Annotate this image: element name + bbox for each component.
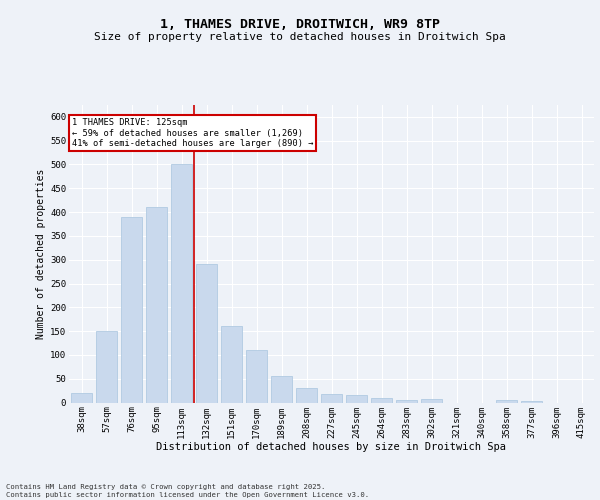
Bar	[121, 217, 142, 402]
Bar	[71, 393, 92, 402]
Bar	[221, 326, 242, 402]
Y-axis label: Number of detached properties: Number of detached properties	[36, 168, 46, 339]
Bar	[196, 264, 217, 402]
Bar	[521, 401, 542, 402]
Bar	[96, 331, 117, 402]
Text: Size of property relative to detached houses in Droitwich Spa: Size of property relative to detached ho…	[94, 32, 506, 42]
Bar	[271, 376, 292, 402]
X-axis label: Distribution of detached houses by size in Droitwich Spa: Distribution of detached houses by size …	[157, 442, 506, 452]
Text: 1 THAMES DRIVE: 125sqm
← 59% of detached houses are smaller (1,269)
41% of semi-: 1 THAMES DRIVE: 125sqm ← 59% of detached…	[71, 118, 313, 148]
Bar	[396, 400, 417, 402]
Text: 1, THAMES DRIVE, DROITWICH, WR9 8TP: 1, THAMES DRIVE, DROITWICH, WR9 8TP	[160, 18, 440, 30]
Bar	[171, 164, 192, 402]
Bar	[371, 398, 392, 402]
Bar	[146, 208, 167, 402]
Bar	[346, 396, 367, 402]
Bar	[296, 388, 317, 402]
Bar	[421, 399, 442, 402]
Bar	[246, 350, 267, 403]
Bar	[321, 394, 342, 402]
Bar	[496, 400, 517, 402]
Text: Contains HM Land Registry data © Crown copyright and database right 2025.
Contai: Contains HM Land Registry data © Crown c…	[6, 484, 369, 498]
